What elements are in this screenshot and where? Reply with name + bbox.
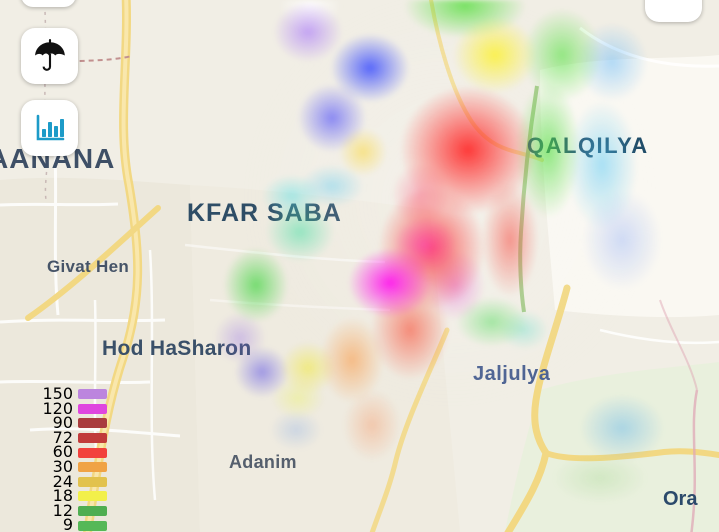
heatmap-legend: 150 120 90 72 60 30 24 18 12 9 bbox=[33, 386, 107, 532]
legend-swatch bbox=[78, 418, 107, 429]
umbrella-icon bbox=[33, 38, 67, 74]
legend-swatch bbox=[78, 403, 107, 414]
chart-button[interactable] bbox=[21, 100, 78, 156]
legend-swatch bbox=[78, 433, 107, 444]
map-control-button-partial-top-right[interactable] bbox=[645, 0, 702, 22]
legend-row: 9 bbox=[33, 515, 107, 532]
map-label-qalqilya: QALQILYA bbox=[527, 133, 649, 158]
map-label-givat-hen: Givat Hen bbox=[47, 257, 130, 276]
legend-swatch bbox=[78, 476, 107, 487]
map-control-button-partial-top[interactable] bbox=[21, 0, 76, 7]
legend-swatch bbox=[78, 447, 107, 458]
legend-swatch bbox=[78, 462, 107, 473]
legend-value: 9 bbox=[62, 515, 73, 532]
legend-swatch bbox=[78, 491, 107, 502]
legend-swatch bbox=[78, 506, 107, 517]
map-label-hod-hasharon: Hod HaSharon bbox=[102, 337, 252, 360]
umbrella-button[interactable] bbox=[21, 28, 78, 84]
legend-swatch bbox=[78, 389, 107, 400]
map-label-oranit: Ora bbox=[663, 488, 698, 510]
legend-swatch bbox=[78, 520, 107, 531]
bar-chart-icon bbox=[32, 111, 68, 145]
map-label-jaljulya: Jaljulya bbox=[473, 363, 551, 385]
map-label-adanim: Adanim bbox=[229, 452, 297, 472]
map-label-kfar-saba: KFAR SABA bbox=[187, 199, 342, 227]
